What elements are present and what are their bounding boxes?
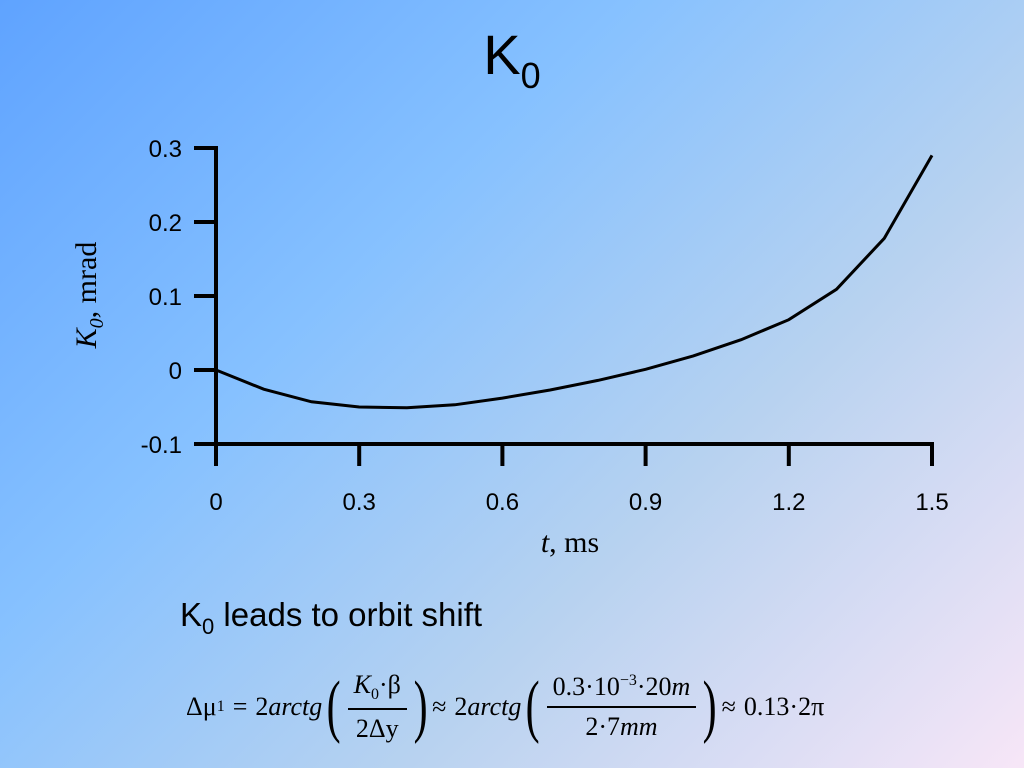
y-tick-label: 0.1 xyxy=(149,284,182,311)
fraction-2-num-a: 0.3·10 xyxy=(552,672,620,701)
y-tick-label: 0 xyxy=(169,358,182,385)
fraction-2-num-b: ·20 xyxy=(636,672,672,701)
fraction-1-beta: ·β xyxy=(378,670,401,699)
y-tick-label: 0.3 xyxy=(149,136,182,163)
orbit-shift-caption: K0 leads to orbit shift xyxy=(180,596,482,640)
formula-arctg2: arctg xyxy=(467,692,522,721)
formula-arctg1: arctg xyxy=(268,692,323,721)
x-tick-label: 0.9 xyxy=(629,489,662,516)
formula-approx-2: ≈ xyxy=(721,692,736,721)
formula-coef2: 2 xyxy=(454,692,468,721)
formula-paren-open-2: ( xyxy=(526,668,540,745)
formula-equals: = xyxy=(232,692,248,721)
fraction-2-exponent: −3 xyxy=(619,672,637,689)
fraction-1-k: K xyxy=(353,670,371,699)
fraction-2-numerator: 0.3·10−3·20m xyxy=(546,672,697,708)
title-subscript: 0 xyxy=(520,55,541,96)
fraction-2-denominator: 2·7mm xyxy=(579,708,663,742)
x-tick-label: 1.5 xyxy=(915,489,948,516)
fraction-1-numerator: K0·β xyxy=(347,670,407,710)
y-axis-label-subscript: 0 xyxy=(86,318,108,328)
fraction-1-k-sub: 0 xyxy=(370,686,379,703)
title-main: K xyxy=(483,23,521,86)
formula-paren-open-1: ( xyxy=(326,668,341,745)
slide-title: K0 xyxy=(0,22,1024,97)
formula-paren-close-1: ) xyxy=(413,668,428,745)
caption-text: leads to orbit shift xyxy=(214,596,483,633)
y-axis-label: K0, mrad xyxy=(70,242,108,350)
formula-result: 0.13·2π xyxy=(743,692,825,721)
formula-fraction-2: 0.3·10−3·20m 2·7mm xyxy=(546,672,697,742)
formula-delta: Δ xyxy=(186,692,203,721)
formula-coef1: 2 xyxy=(255,692,269,721)
x-axis-ticks: 0 0.3 0.6 0.9 1.2 1.5 xyxy=(209,444,949,516)
x-tick-label: 1.2 xyxy=(772,489,805,516)
y-axis-label-unit: , mrad xyxy=(70,242,103,319)
formula-mu-subscript: 1 xyxy=(216,698,225,715)
x-axis-label: t, ms xyxy=(541,526,599,559)
formula-approx-1: ≈ xyxy=(432,692,447,721)
k0-series-line xyxy=(215,154,934,410)
x-axis-label-unit: , ms xyxy=(549,526,599,559)
y-tick-label: -0.1 xyxy=(141,432,182,459)
x-tick-label: 0 xyxy=(209,489,222,516)
x-tick-label: 0.6 xyxy=(486,489,519,516)
fraction-1-denominator: 2Δy xyxy=(355,714,399,743)
y-axis-label-italic: K xyxy=(70,326,103,349)
caption-k: K xyxy=(180,596,203,633)
y-axis-ticks: -0.1 0 0.1 0.2 0.3 xyxy=(141,136,216,459)
x-tick-label: 0.3 xyxy=(343,489,376,516)
k0-line-chart: -0.100.10.20.3 0 0.3 0.6 0.9 1.2 1.5 t, ms K0… xyxy=(70,136,949,559)
formula-paren-close-2: ) xyxy=(702,668,717,745)
fraction-2-den-a: 2·7 xyxy=(585,712,621,741)
fraction-2-den-mm: mm xyxy=(620,712,658,741)
formula-fraction-1: K0·β 2Δy xyxy=(347,670,407,744)
y-tick-label: 0.2 xyxy=(149,210,182,237)
formula-mu: μ xyxy=(202,692,217,721)
x-axis-label-italic: t xyxy=(541,526,550,559)
caption-subscript: 0 xyxy=(202,614,215,639)
fraction-2-num-m: m xyxy=(671,672,691,701)
